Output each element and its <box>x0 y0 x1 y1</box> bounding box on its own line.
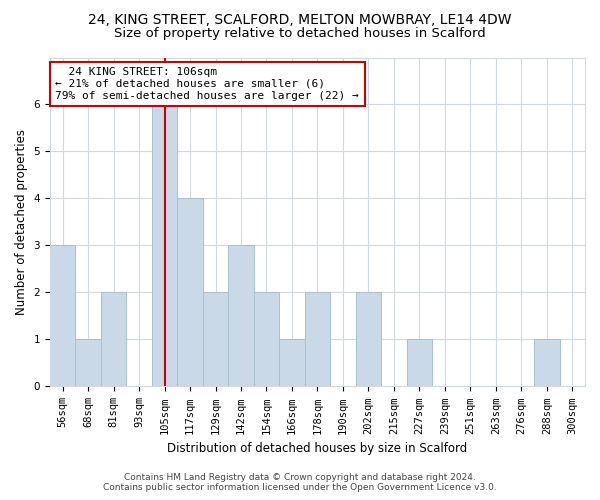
Text: 24, KING STREET, SCALFORD, MELTON MOWBRAY, LE14 4DW: 24, KING STREET, SCALFORD, MELTON MOWBRA… <box>88 12 512 26</box>
Bar <box>76 340 101 386</box>
Bar <box>279 340 305 386</box>
Text: Contains HM Land Registry data © Crown copyright and database right 2024.
Contai: Contains HM Land Registry data © Crown c… <box>103 473 497 492</box>
Bar <box>152 104 178 386</box>
Bar <box>254 292 279 386</box>
Bar <box>50 246 76 386</box>
Bar <box>228 246 254 386</box>
Text: Size of property relative to detached houses in Scalford: Size of property relative to detached ho… <box>114 28 486 40</box>
Bar <box>407 340 432 386</box>
Bar <box>305 292 330 386</box>
Bar <box>534 340 560 386</box>
Bar <box>203 292 228 386</box>
Bar <box>356 292 381 386</box>
X-axis label: Distribution of detached houses by size in Scalford: Distribution of detached houses by size … <box>167 442 467 455</box>
Bar <box>101 292 127 386</box>
Y-axis label: Number of detached properties: Number of detached properties <box>15 129 28 315</box>
Text: 24 KING STREET: 106sqm
← 21% of detached houses are smaller (6)
79% of semi-deta: 24 KING STREET: 106sqm ← 21% of detached… <box>55 68 359 100</box>
Bar <box>178 198 203 386</box>
